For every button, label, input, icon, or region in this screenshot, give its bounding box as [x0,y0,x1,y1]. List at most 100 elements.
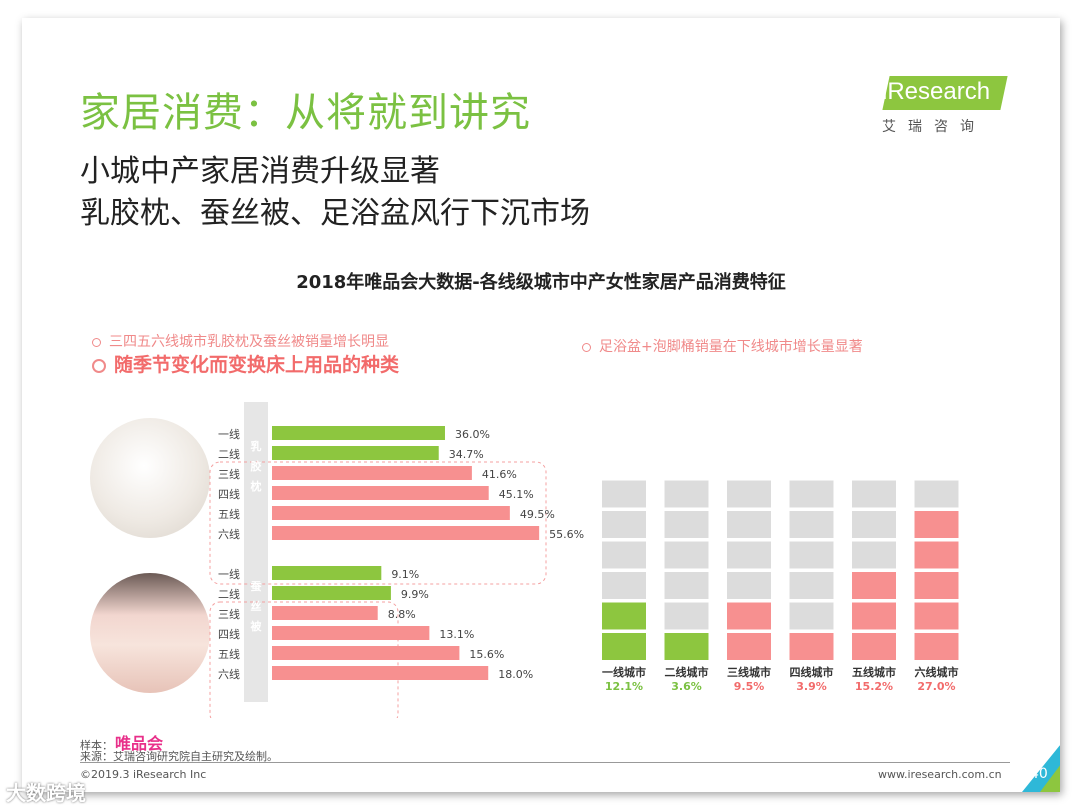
filled-block [914,633,959,660]
group-label-char: 枕 [251,479,262,493]
footer-divider [80,762,1010,763]
empty-block [602,572,646,599]
empty-block [664,541,709,569]
empty-block [664,480,709,508]
column-value-label: 3.9% [796,680,827,693]
website: www.iresearch.com.cn [878,768,1002,781]
page-number: 40 [1030,766,1048,782]
bar [272,586,391,600]
bar-category-label: 五线 [218,647,240,661]
filled-block [727,602,771,630]
empty-block [664,572,709,599]
empty-block [664,602,709,630]
note-left-big: 随季节变化而变换床上用品的种类 [92,350,399,377]
column-value-label: 3.6% [671,680,702,693]
note-right: 足浴盆+泡脚桶销量在下线城市增长量显著 [582,336,863,356]
column-category-label: 五线城市 [852,665,896,679]
filled-block [602,633,646,660]
silk-quilt-photo [90,573,210,693]
note-left-big-text: 随季节变化而变换床上用品的种类 [114,354,400,376]
bar-category-label: 四线 [218,627,240,641]
bullet-icon [92,358,106,373]
group-label-char: 丝 [251,599,262,613]
filled-block [727,633,771,660]
empty-block [852,511,896,538]
source-note: 来源：艾瑞咨询研究院自主研究及绘制。 [80,750,278,763]
group-label-char: 被 [251,619,263,633]
filled-block [852,572,896,599]
note-left-small-text: 三四五六线城市乳胶枕及蚕丝被销量增长明显 [109,334,389,350]
filled-block [914,602,959,630]
highlight-box [209,461,547,585]
page-corner-decoration [1022,745,1060,792]
bar-value-label: 9.9% [401,588,429,601]
sample-label: 样本： [80,739,113,752]
bar-value-label: 18.0% [498,668,533,681]
page-title: 家居消费：从将就到讲究 [80,90,531,136]
empty-block [789,511,834,538]
latex-pillow-photo [90,418,210,538]
copyright: ©2019.3 iResearch Inc [80,768,207,781]
column-value-label: 15.2% [855,680,893,693]
note-right-text: 足浴盆+泡脚桶销量在下线城市增长量显著 [599,339,863,355]
highlight-box [209,601,399,718]
bar [272,566,382,580]
group-label-char: 蚕 [250,580,263,593]
empty-block [727,511,771,538]
empty-block [789,480,834,508]
empty-block [727,572,771,599]
empty-block [852,480,896,508]
bar-category-label: 一线 [218,427,240,441]
bullet-icon [582,342,591,352]
filled-block [664,633,709,660]
empty-block [727,541,771,569]
bar-category-label: 一线 [218,567,240,581]
sample-row: 样本： 唯品会 [80,730,163,754]
subtitle-line-2: 乳胶枕、蚕丝被、足浴盆风行下沉市场 [80,196,590,231]
filled-block [852,602,896,630]
filled-block [914,511,959,538]
chart-title: 2018年唯品会大数据-各线级城市中产女性家居产品消费特征 [296,272,786,293]
bar [272,666,489,680]
column-value-label: 27.0% [917,680,955,693]
column-category-label: 一线城市 [602,665,646,679]
column-category-label: 三线城市 [727,665,771,679]
bar-value-label: 55.6% [549,528,584,541]
watermark: 大数跨境 [6,781,86,805]
group-label-char: 乳 [251,439,262,453]
filled-block [602,602,646,630]
bar-value-label: 45.1% [499,488,534,501]
empty-block [789,541,834,569]
filled-block [789,633,834,660]
empty-block [789,572,834,599]
subtitle-line-1: 小城中产家居消费升级显著 [80,154,440,189]
bar [272,526,540,540]
bar-category-label: 六线 [218,527,240,541]
bar-value-label: 13.1% [439,628,474,641]
logo-text: iResearch [882,78,991,105]
empty-block [727,480,771,508]
bar [272,486,489,500]
bar [272,646,460,660]
bar-category-label: 二线 [218,587,240,601]
bar-value-label: 36.0% [455,428,490,441]
column-category-label: 六线城市 [915,665,959,679]
bar [272,426,445,440]
column-category-label: 二线城市 [665,665,709,679]
empty-block [664,511,709,538]
bar [272,446,439,460]
bullet-icon [92,337,101,347]
note-left-small: 三四五六线城市乳胶枕及蚕丝被销量增长明显 [92,331,389,351]
empty-block [602,480,646,508]
empty-block [789,602,834,630]
iresearch-logo: iResearch 艾瑞咨询 [878,72,1018,142]
bar-category-label: 四线 [218,487,240,501]
empty-block [852,541,896,569]
slide: 家居消费：从将就到讲究 小城中产家居消费升级显著 乳胶枕、蚕丝被、足浴盆风行下沉… [22,18,1060,792]
bar-value-label: 15.6% [469,648,504,661]
column-category-label: 四线城市 [790,665,834,679]
bar-category-label: 五线 [218,507,240,521]
group-label-char: 胶 [251,459,262,473]
bar [272,466,472,480]
